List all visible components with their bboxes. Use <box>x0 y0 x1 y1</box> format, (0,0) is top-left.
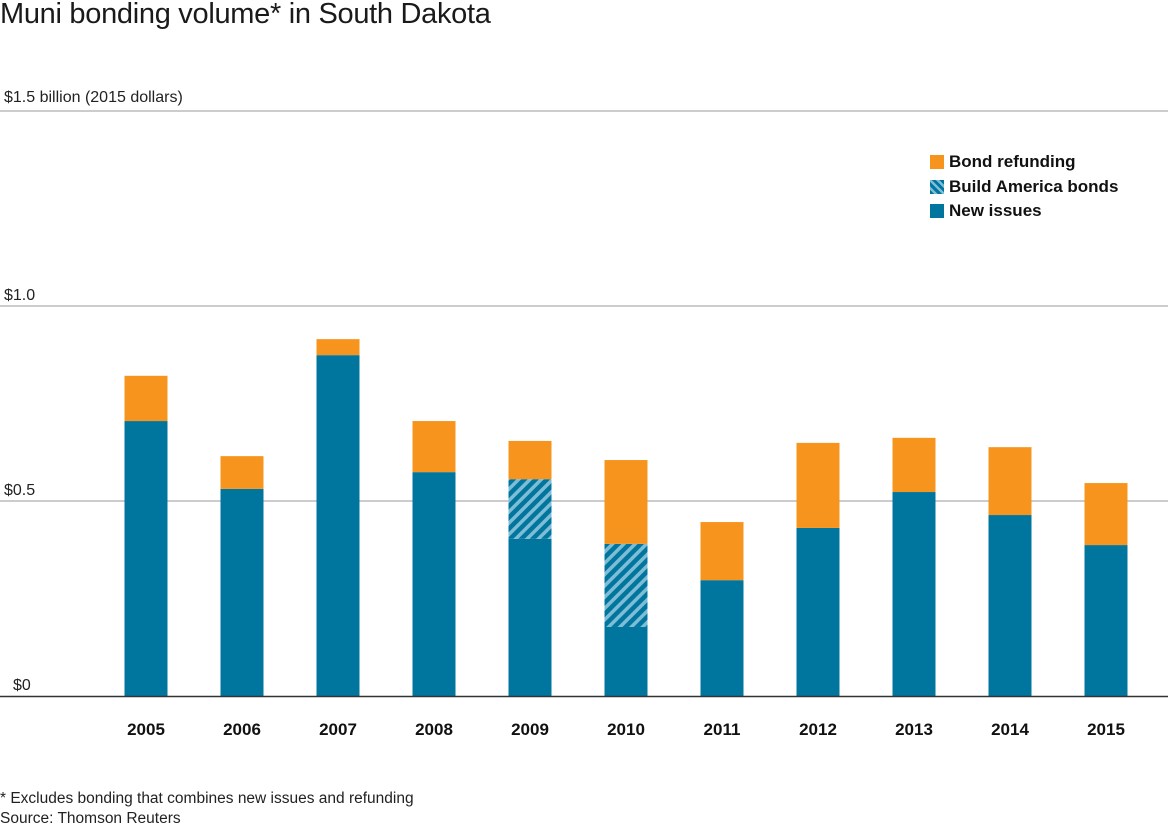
x-tick-label: 2014 <box>991 720 1029 739</box>
bar-bond-refunding-2015 <box>1084 483 1128 546</box>
bar-new-issues-2010 <box>604 626 648 696</box>
bar-new-issues-2005 <box>124 421 168 696</box>
x-tick-label: 2010 <box>607 720 645 739</box>
bar-bond-refunding-2011 <box>700 522 744 581</box>
bar-new-issues-2015 <box>1084 545 1128 696</box>
x-tick-label: 2005 <box>127 720 165 739</box>
bar-bond-refunding-2008 <box>412 421 456 473</box>
y-axis-unit-label: $1.5 billion (2015 dollars) <box>4 89 183 106</box>
legend-label: New issues <box>949 201 1042 221</box>
y-tick-label: $0.5 <box>4 482 35 499</box>
bar-bond-refunding-2010 <box>604 460 648 544</box>
y-tick-label: $0 <box>13 677 31 694</box>
legend-label: Bond refunding <box>949 152 1076 172</box>
bar-bond-refunding-2012 <box>796 442 840 528</box>
bar-new-issues-2007 <box>316 355 360 696</box>
x-tick-label: 2011 <box>704 720 741 739</box>
bar-bond-refunding-2006 <box>220 456 264 489</box>
x-tick-label: 2009 <box>511 720 549 739</box>
bar-new-issues-2014 <box>988 515 1032 696</box>
legend-label: Build America bonds <box>949 176 1119 196</box>
bar-new-issues-2012 <box>796 527 840 696</box>
footnote-text: * Excludes bonding that combines new iss… <box>0 790 414 807</box>
x-tick-label: 2013 <box>895 720 933 739</box>
x-tick-label: 2008 <box>415 720 453 739</box>
build-america-bonds-swatch <box>930 179 944 194</box>
x-axis: 2005 2006 2007 2008 2009 2010 2011 2012 2013 2014… <box>0 695 1168 739</box>
gridlines: $0 $0.5 $1.0 <box>0 110 1168 694</box>
bars <box>124 339 1128 696</box>
legend: Bond refunding Build America bonds New i… <box>930 150 1118 224</box>
bar-bond-refunding-2005 <box>124 375 168 422</box>
bar-build-america-2010 <box>604 543 648 627</box>
new-issues-swatch <box>930 204 944 219</box>
source-text: Source: Thomson Reuters <box>0 810 181 827</box>
bar-new-issues-2009 <box>508 538 552 696</box>
bond-refunding-swatch <box>930 155 944 170</box>
legend-item-bond-refunding: Bond refunding <box>930 150 1118 175</box>
bar-bond-refunding-2009 <box>508 440 552 480</box>
chart-title: Muni bonding volume* in South Dakota <box>0 0 491 30</box>
x-tick-label: 2006 <box>223 720 261 739</box>
bar-new-issues-2006 <box>220 488 264 696</box>
footnote: * Excludes bonding that combines new iss… <box>0 789 414 829</box>
bar-bond-refunding-2014 <box>988 447 1032 516</box>
bar-build-america-2009 <box>508 479 552 539</box>
bar-bond-refunding-2007 <box>316 339 360 356</box>
x-tick-label: 2012 <box>799 720 837 739</box>
y-tick-label: $1.0 <box>4 287 35 304</box>
x-tick-label: 2015 <box>1087 720 1125 739</box>
bar-bond-refunding-2013 <box>892 437 936 493</box>
legend-item-build-america-bonds: Build America bonds <box>930 175 1118 200</box>
x-tick-label: 2007 <box>319 720 357 739</box>
bar-new-issues-2011 <box>700 580 744 696</box>
bar-new-issues-2013 <box>892 492 936 696</box>
bar-new-issues-2008 <box>412 472 456 696</box>
legend-item-new-issues: New issues <box>930 199 1118 224</box>
